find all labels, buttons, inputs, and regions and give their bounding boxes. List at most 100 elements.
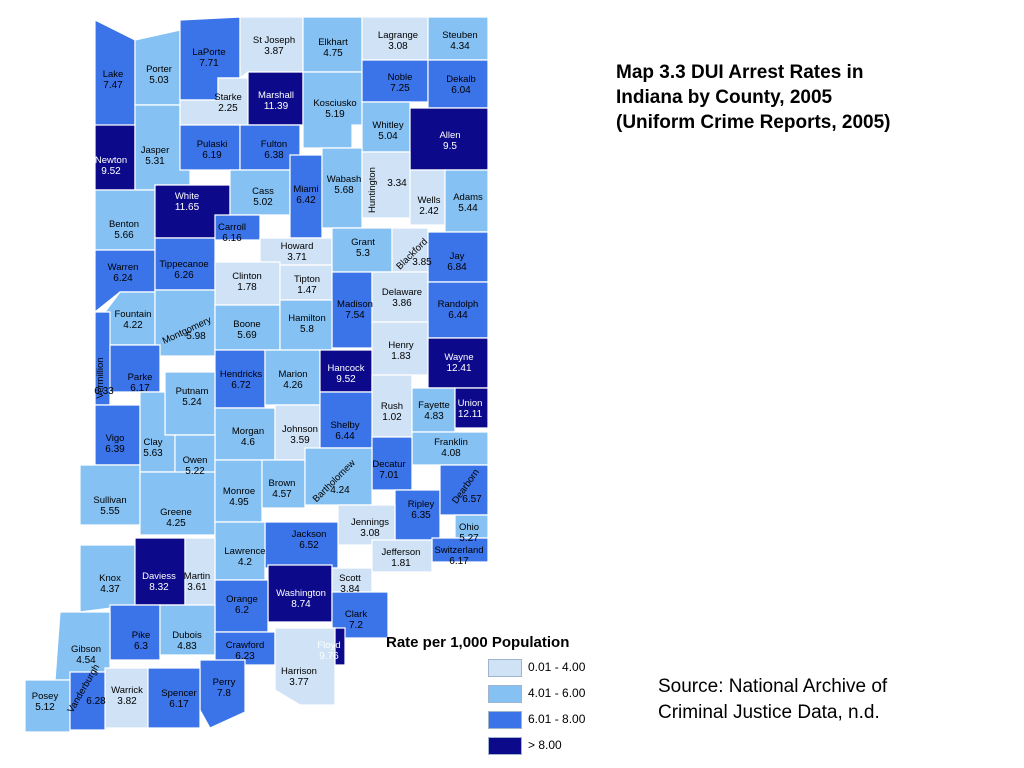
county-name-laporte: LaPorte (192, 47, 225, 58)
map-title-line: Indiana by County, 2005 (616, 87, 833, 108)
county-name-hamilton: Hamilton (288, 313, 326, 324)
county-name-wabash: Wabash (327, 174, 362, 185)
county-value-johnson: 3.59 (290, 435, 310, 446)
county-value-ripley: 6.35 (411, 510, 431, 521)
county-value-lake: 7.47 (103, 80, 123, 91)
county-value-hancock: 9.52 (336, 374, 356, 385)
county-name-noble: Noble (388, 72, 413, 83)
legend-item: > 8.00 (386, 737, 616, 763)
county-value-warrick: 3.82 (117, 696, 137, 707)
county-name-st-joseph: St Joseph (253, 35, 295, 46)
county-name-hendricks: Hendricks (220, 369, 262, 380)
county-value-shelby: 6.44 (335, 431, 355, 442)
county-value-harrison: 3.77 (289, 677, 309, 688)
county-name-elkhart: Elkhart (318, 37, 348, 48)
county-value-porter: 5.03 (149, 75, 169, 86)
map-title-line: (Uniform Crime Reports, 2005) (616, 112, 891, 133)
county-value-fountain: 4.22 (123, 320, 143, 331)
county-name-jasper: Jasper (141, 145, 170, 156)
county-value-fulton: 6.38 (264, 150, 284, 161)
county-name-johnson: Johnson (282, 424, 318, 435)
source-line: Source: National Archive of (658, 676, 888, 697)
county-value-franklin: 4.08 (441, 448, 461, 459)
county-value-jasper: 5.31 (145, 156, 165, 167)
county-name-hancock: Hancock (328, 363, 365, 374)
county-value-grant: 5.3 (356, 248, 370, 259)
county-name-madison: Madison (337, 299, 373, 310)
legend-swatch (488, 659, 522, 677)
legend-label: 4.01 - 6.00 (528, 686, 586, 700)
county-name-clark: Clark (345, 609, 367, 620)
county-value-owen: 5.22 (185, 466, 205, 477)
county-value-noble: 7.25 (390, 83, 410, 94)
county-name-gibson: Gibson (71, 644, 101, 655)
county-value-dearborn: 6.57 (462, 494, 482, 505)
county-name-starke: Starke (214, 92, 241, 103)
county-name-huntington: Huntington (367, 167, 378, 213)
county-name-owen: Owen (183, 455, 208, 466)
county-name-daviess: Daviess (142, 571, 176, 582)
county-value-newton: 9.52 (101, 166, 121, 177)
county-name-morgan: Morgan (232, 426, 264, 437)
county-name-clinton: Clinton (232, 271, 262, 282)
county-value-tipton: 1.47 (297, 285, 317, 296)
county-name-delaware: Delaware (382, 287, 422, 298)
county-value-boone: 5.69 (237, 330, 257, 341)
county-value-pulaski: 6.19 (202, 150, 222, 161)
county-value-daviess: 8.32 (149, 582, 169, 593)
county-name-grant: Grant (351, 237, 375, 248)
county-name-decatur: Decatur (372, 459, 405, 470)
county-value-gibson: 4.54 (76, 655, 96, 666)
county-value-decatur: 7.01 (379, 470, 399, 481)
county-name-jay: Jay (450, 251, 465, 262)
county-value-jefferson: 1.81 (391, 558, 411, 569)
county-name-clay: Clay (143, 437, 162, 448)
county-value-blackford: 3.85 (412, 257, 432, 268)
county-name-tipton: Tipton (294, 274, 320, 285)
county-name-monroe: Monroe (223, 486, 255, 497)
county-name-greene: Greene (160, 507, 192, 518)
county-value-tippecanoe: 6.26 (174, 270, 194, 281)
county-value-howard: 3.71 (287, 252, 307, 263)
county-value-warren: 6.24 (113, 273, 133, 284)
county-name-vermillion: Vermillion (95, 357, 106, 398)
county-value-martin: 3.61 (187, 582, 207, 593)
source-line: Criminal Justice Data, n.d. (658, 702, 880, 723)
county-name-jackson: Jackson (292, 529, 327, 540)
map-title: Map 3.3 DUI Arrest Rates in Indiana by C… (616, 60, 976, 135)
county-value-vermillion: 6.33 (94, 386, 114, 397)
county-name-carroll: Carroll (218, 222, 246, 233)
county-value-pike: 6.3 (134, 641, 148, 652)
legend-item: 0.01 - 4.00 (386, 659, 616, 685)
county-posey (24, 679, 71, 733)
county-value-switzerland: 6.17 (449, 556, 469, 567)
county-value-clark: 7.2 (349, 620, 363, 631)
county-name-vigo: Vigo (106, 433, 125, 444)
county-value-marshall: 11.39 (264, 101, 289, 112)
county-name-benton: Benton (109, 219, 139, 230)
county-name-pulaski: Pulaski (197, 139, 228, 150)
source-note: Source: National Archive of Criminal Jus… (658, 674, 998, 726)
county-value-wabash: 5.68 (334, 185, 354, 196)
county-name-warrick: Warrick (111, 685, 143, 696)
county-value-floyd: 9.76 (319, 651, 339, 662)
county-value-spencer: 6.17 (169, 699, 189, 710)
county-value-montgomery: 5.98 (186, 331, 206, 342)
county-value-wayne: 12.41 (446, 363, 471, 374)
legend-swatch (488, 737, 522, 755)
county-brown (261, 459, 306, 509)
county-name-fulton: Fulton (261, 139, 287, 150)
county-value-dekalb: 6.04 (451, 85, 471, 96)
county-value-jennings: 3.08 (360, 528, 380, 539)
county-value-randolph: 6.44 (448, 310, 468, 321)
county-name-posey: Posey (32, 691, 59, 702)
county-name-shelby: Shelby (330, 420, 359, 431)
county-name-jefferson: Jefferson (382, 547, 421, 558)
county-value-rush: 1.02 (382, 412, 402, 423)
county-name-putnam: Putnam (176, 386, 209, 397)
county-value-henry: 1.83 (391, 351, 411, 362)
county-name-perry: Perry (213, 677, 236, 688)
county-name-whitley: Whitley (372, 120, 403, 131)
county-name-marion: Marion (278, 369, 307, 380)
